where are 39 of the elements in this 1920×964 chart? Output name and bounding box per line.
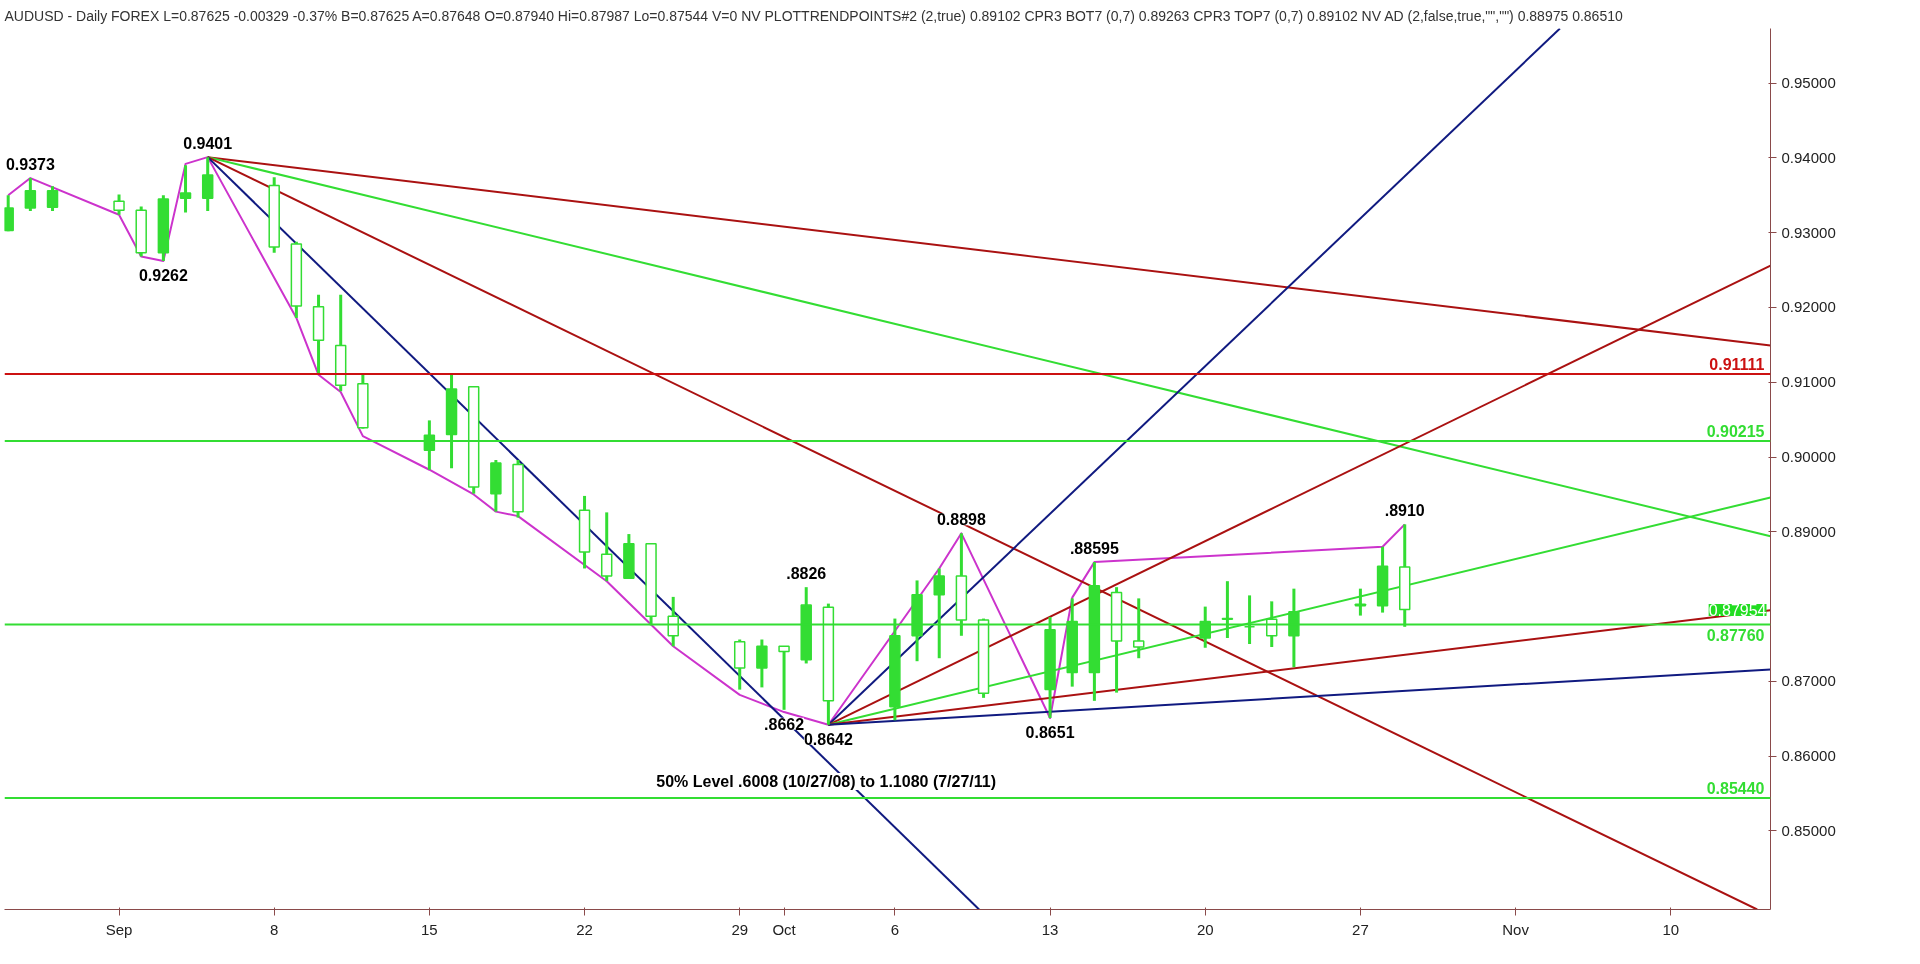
y-tick-label: 0.85000 xyxy=(1781,821,1836,839)
annotation: 0.8898 xyxy=(936,511,986,529)
x-tick-label: 13 xyxy=(1041,920,1059,938)
y-tick-label: 0.93000 xyxy=(1781,223,1836,241)
annotation: 0.8651 xyxy=(1025,724,1075,742)
x-tick-label: Sep xyxy=(105,920,133,938)
annotation: .8826 xyxy=(786,565,827,583)
annotation: 0.8642 xyxy=(803,730,853,748)
y-tick-label: 0.94000 xyxy=(1781,148,1836,166)
annotation: .88595 xyxy=(1069,540,1119,558)
annotation: .8910 xyxy=(1384,502,1425,520)
x-tick-label: 6 xyxy=(890,920,900,938)
x-tick-label: 29 xyxy=(731,920,749,938)
x-tick-label: 27 xyxy=(1352,920,1369,938)
y-tick-label: 0.95000 xyxy=(1781,74,1836,92)
y-tick-label: 0.90000 xyxy=(1781,448,1836,466)
ref-line-label: 0.87760 xyxy=(1706,626,1765,644)
x-tick-label: 22 xyxy=(576,920,593,938)
y-tick-label: 0.91000 xyxy=(1781,373,1836,391)
ref-line-label: 0.90215 xyxy=(1706,422,1765,440)
x-tick-label: 20 xyxy=(1196,920,1214,938)
ref-line-label: 0.91111 xyxy=(1709,355,1765,373)
x-tick-label: Nov xyxy=(1502,920,1530,938)
y-tick-label: 0.89000 xyxy=(1781,522,1836,540)
y-tick-label: 0.92000 xyxy=(1781,298,1836,316)
x-tick-label: 10 xyxy=(1662,920,1680,938)
annotation: .8662 xyxy=(764,715,805,733)
annotation: 0.9262 xyxy=(138,267,188,285)
x-tick-label: Oct xyxy=(772,920,797,938)
x-tick-label: 8 xyxy=(270,920,279,938)
annotation: 0.9401 xyxy=(183,135,233,153)
ref-line-label: 0.85440 xyxy=(1706,780,1765,798)
annotation: 0.9373 xyxy=(5,156,55,174)
annotation: 0.87954 xyxy=(1708,602,1767,620)
x-tick-label: 15 xyxy=(421,920,438,938)
text: AUDUSD - Daily FOREX L=0.87625 -0.00329 -0.37% B=0.87625 A=0.87648 O=0.87940 Hi=0.87987 Lo=0.87544 V=0 NV PLOTTRENDPOINTS#2 (2,true) 0.89102 CPR3 BOT7 (0,7) 0.89263 CPR3 TOP7 (0,7) 0.89102 NV AD (2,false,true,"","") 0.88975 0.86510 xyxy=(4,7,1623,24)
y-tick-label: 0.86000 xyxy=(1781,747,1836,765)
y-tick-label: 0.87000 xyxy=(1781,672,1836,690)
annotation: 50% Level .6008 (10/27/08) to 1.1080 (7/27/11) xyxy=(656,773,997,791)
